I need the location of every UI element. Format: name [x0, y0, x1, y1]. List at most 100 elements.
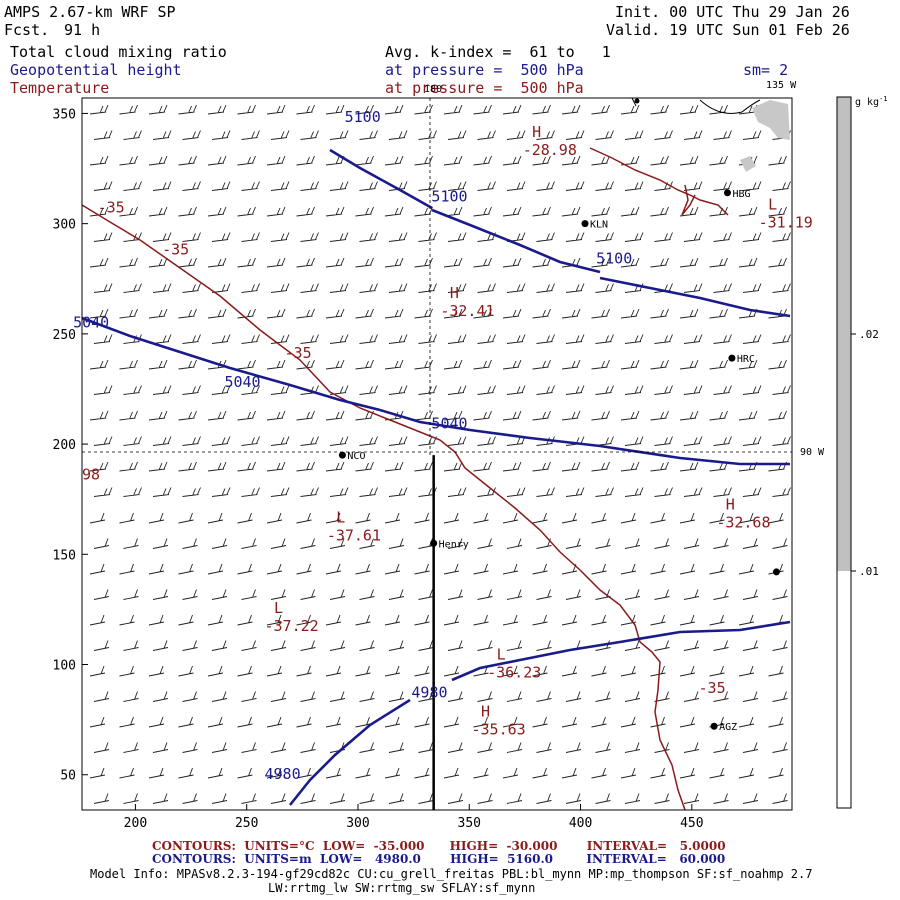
temperature-contour: [81, 204, 686, 811]
contour-labels: 5100 5100 5100 5040 5040 5040 4980 4980 -35 -35 -3…: [73, 108, 726, 783]
station-marker: [728, 354, 736, 362]
station-label: Henry: [439, 539, 469, 550]
colorbar-tick-label: .02: [859, 328, 879, 341]
height-contour-label: 5040: [431, 415, 467, 433]
temperature-contour-label: -35: [98, 199, 125, 217]
pressure-height: at pressure = 500 hPa: [385, 61, 584, 79]
x-tick-label: 450: [680, 816, 703, 831]
valid-time: Valid. 19 UTC Sun 01 Feb 26: [606, 21, 850, 39]
height-contour-label: 5040: [224, 373, 260, 391]
temperature-contour-label: -35: [699, 679, 726, 697]
wind-barbs: [89, 104, 791, 804]
temperature-contour: [681, 184, 696, 216]
temperature-contour-label: -35: [285, 344, 312, 362]
height-contour-label: 5100: [345, 108, 381, 126]
height-contour: [379, 408, 790, 466]
extrema-labels: H-28.98L-31.19H-32.41H-32.68L-37.61L-37.…: [265, 123, 813, 739]
axes: 200 250 300 350 400 450 50 100 150 200 250 300 350: [53, 107, 704, 831]
x-tick-label: 350: [458, 816, 481, 831]
geo-labels: 180 135 W 90 W: [424, 80, 825, 458]
station-marker: [581, 220, 589, 228]
corner-marker: [631, 97, 637, 107]
extremum-type: L: [768, 196, 777, 214]
init-time: Init. 00 UTC Thu 29 Jan 26: [615, 3, 850, 21]
smoothing: sm= 2: [743, 61, 789, 79]
y-tick-label: 250: [53, 328, 76, 343]
y-tick-label: 200: [53, 438, 76, 453]
height-contour-label: 4980: [411, 684, 447, 702]
station-marker: [338, 451, 346, 459]
cloud-patches: [699, 99, 790, 172]
cross-section-line: [82, 98, 792, 810]
x-tick-label: 200: [124, 816, 147, 831]
footer-model-info-2: LW:rrtmg_lw SW:rrtmg_sw SFLAY:sf_mynn: [268, 881, 536, 895]
corner-station: [634, 98, 640, 104]
station-label: HBG: [732, 189, 750, 200]
extremum-type: H: [726, 495, 735, 513]
height-contour: [451, 620, 791, 682]
x-tick-label: 300: [346, 816, 369, 831]
station-marker: [430, 539, 438, 547]
temperature-contour-label: 98: [82, 465, 100, 483]
colorbar-filled: [837, 97, 851, 571]
height-contour: [599, 276, 791, 318]
extremum-value: -32.68: [716, 513, 770, 531]
y-tick-label: 150: [53, 548, 76, 563]
model-title: AMPS 2.67-km WRF SP: [4, 3, 176, 21]
height-contour-label: 4980: [265, 765, 301, 783]
y-tick-label: 100: [53, 659, 76, 674]
cloud-patch: [752, 100, 790, 140]
extremum-value: -28.98: [523, 141, 577, 159]
extremum-value: -31.19: [759, 214, 813, 232]
cloud-patch: [740, 156, 756, 172]
y-tick-label: 300: [53, 218, 76, 233]
avg-k-index: Avg. k-index = 61 to 1: [385, 43, 611, 61]
lon-label-90w: 90 W: [800, 447, 825, 458]
stations: HBG KLN HRC NCO Henry AGZ: [338, 189, 780, 733]
extremum-type: H: [450, 284, 459, 302]
extremum-type: H: [481, 703, 490, 721]
fcst-label: Fcst.: [4, 21, 50, 39]
footer-model-info: Model Info: MPASv8.2.3-194-gf29cd82c CU:…: [90, 867, 813, 881]
colorbar-tick-label: .01: [859, 565, 879, 578]
extremum-type: L: [274, 599, 283, 617]
station-marker: [723, 189, 731, 197]
field-geopotential: Geopotential height: [10, 61, 182, 79]
height-contour-label: 5100: [431, 188, 467, 206]
station-marker: [772, 568, 780, 576]
temperature-contour-label: -35: [162, 241, 189, 259]
wind-barb-field: [89, 104, 791, 804]
station-label: KLN: [590, 220, 608, 231]
station-label: NCO: [347, 451, 365, 462]
extremum-value: -37.61: [327, 527, 381, 545]
height-contour: [329, 148, 433, 210]
extremum-value: -37.22: [265, 617, 319, 635]
temperature-contours: [81, 147, 729, 811]
y-tick-label: 350: [53, 107, 76, 122]
footer-temperature-contours: CONTOURS: UNITS=°C LOW= -35.000 HIGH= -3…: [152, 839, 726, 853]
station-label: AGZ: [719, 722, 737, 733]
height-contours: [81, 148, 791, 806]
colorbar-unit: g kg-1: [855, 95, 888, 108]
station-marker: [710, 722, 718, 730]
field-cloud-mixing: Total cloud mixing ratio: [10, 43, 227, 61]
lon-label-180: 180: [424, 84, 442, 95]
lon-label-135w: 135 W: [766, 80, 797, 91]
height-contour: [81, 316, 381, 412]
extremum-value: -36.23: [487, 663, 541, 681]
extremum-type: H: [532, 123, 541, 141]
temperature-contour: [589, 147, 729, 216]
colorbar: .02 .01 g kg-1: [836, 95, 888, 809]
extremum-type: L: [336, 509, 345, 527]
extremum-value: -35.63: [471, 721, 525, 739]
footer-height-contours: CONTOURS: UNITS=m LOW= 4980.0 HIGH= 5160…: [152, 852, 726, 866]
colorbar-frame: [836, 96, 852, 809]
station-label: HRC: [737, 354, 755, 365]
height-contour: [288, 698, 411, 806]
y-tick-label: 50: [60, 769, 76, 784]
coastline: [699, 99, 761, 114]
height-contour-label: 5100: [596, 249, 632, 267]
height-contour-label: 5040: [73, 313, 109, 331]
fcst-value: 91 h: [64, 21, 101, 39]
